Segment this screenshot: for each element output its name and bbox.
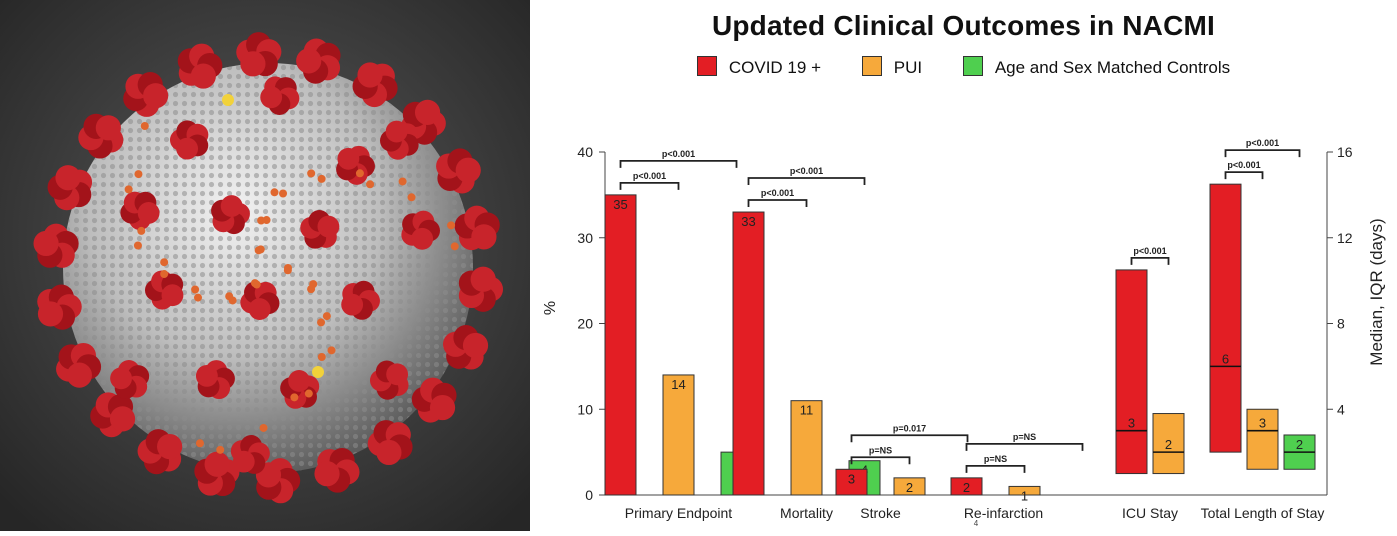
- bar-pui: [1008, 485, 1041, 496]
- significance-bracket: [1130, 257, 1170, 265]
- significance-bracket: [850, 456, 911, 465]
- significance-bracket-label: p<0.001: [633, 171, 666, 181]
- chart-title: Updated Clinical Outcomes in NACMI: [711, 10, 1216, 41]
- significance-bracket-label: p<0.001: [662, 149, 695, 159]
- significance-bracket: [1224, 171, 1264, 180]
- coronavirus-illustration: [0, 0, 530, 531]
- category-label: Total Length of Stay: [1201, 505, 1325, 521]
- legend-item-controls: Age and Sex Matched Controls: [962, 56, 1231, 78]
- median-label: 2: [1165, 437, 1172, 452]
- iqr-box-covid: [1115, 269, 1148, 475]
- significance-bracket-label: p<0.001: [790, 166, 823, 176]
- significance-bracket-label: p=NS: [984, 454, 1007, 464]
- significance-bracket-label: p<0.001: [1133, 246, 1166, 256]
- significance-bracket: [747, 177, 866, 186]
- y-tick-label-left: 10: [577, 401, 593, 417]
- bar-covid: [732, 211, 765, 496]
- significance-bracket-label: p=NS: [1013, 432, 1036, 442]
- significance-bracket-label: p<0.001: [761, 188, 794, 198]
- y-tick-label-right: 16: [1337, 144, 1353, 160]
- data-label: 1: [1021, 488, 1028, 503]
- legend-item-covid: COVID 19 +: [696, 56, 821, 78]
- y-tick-label-left: 30: [577, 230, 593, 246]
- chart-panel: Updated Clinical Outcomes in NACMI COVID…: [530, 0, 1397, 531]
- legend-item-pui: PUI: [861, 56, 923, 78]
- y-tick-label-left: 0: [585, 487, 593, 503]
- chart-legend: COVID 19 + PUI Age and Sex Matched Contr…: [530, 56, 1397, 78]
- bar-covid: [950, 477, 983, 496]
- category-label: Mortality: [780, 505, 833, 521]
- legend-swatch-covid: [696, 56, 717, 76]
- category-label: ICU Stay: [1122, 505, 1178, 521]
- bar-covid: [604, 194, 637, 496]
- iqr-box-pui: [1246, 408, 1279, 470]
- data-label: 35: [613, 197, 627, 212]
- y-axis-label-left: %: [542, 301, 559, 315]
- legend-label-pui: PUI: [893, 58, 923, 77]
- data-label: 11: [800, 403, 814, 418]
- legend-label-covid: COVID 19 +: [728, 58, 821, 77]
- y-tick-label-right: 8: [1337, 316, 1345, 332]
- significance-bracket-label: p<0.001: [1227, 160, 1260, 170]
- data-label: 3: [848, 471, 855, 486]
- data-label: 14: [671, 377, 685, 392]
- category-label: Stroke: [860, 505, 901, 521]
- category-label: Re-infarction: [964, 505, 1043, 521]
- significance-bracket: [965, 442, 1084, 451]
- significance-bracket: [965, 464, 1026, 473]
- data-label: 2: [963, 480, 970, 495]
- median-label: 6: [1222, 351, 1229, 366]
- y-tick-label-left: 20: [577, 316, 593, 332]
- legend-swatch-pui: [861, 56, 882, 76]
- bar-covid: [835, 468, 868, 496]
- significance-bracket: [747, 199, 808, 208]
- bar-pui: [662, 374, 695, 496]
- median-label: 3: [1128, 416, 1135, 431]
- iqr-box-covid: [1209, 183, 1242, 453]
- data-label: 2: [906, 480, 913, 495]
- footnote: 4: [974, 519, 979, 528]
- legend-label-controls: Age and Sex Matched Controls: [994, 58, 1231, 77]
- category-label: Primary Endpoint: [625, 505, 732, 521]
- virus-graphic: [0, 0, 530, 531]
- significance-bracket-label: p<0.001: [1246, 138, 1279, 148]
- y-axis-label-right: Median, IQR (days): [1367, 218, 1386, 365]
- significance-bracket: [619, 159, 738, 168]
- legend-swatch-controls: [962, 56, 983, 76]
- significance-bracket: [1224, 149, 1301, 158]
- y-tick-label-right: 12: [1337, 230, 1353, 246]
- data-label: 33: [741, 214, 755, 229]
- iqr-box-pui: [1152, 413, 1185, 475]
- bar-pui: [893, 477, 926, 496]
- significance-bracket-label: p=NS: [869, 445, 892, 455]
- y-tick-label-right: 4: [1337, 401, 1345, 417]
- significance-bracket-label: p=0.017: [893, 423, 926, 433]
- significance-bracket: [850, 434, 969, 443]
- median-label: 3: [1259, 416, 1266, 431]
- median-label: 2: [1296, 437, 1303, 452]
- y-tick-label-left: 40: [577, 144, 593, 160]
- significance-bracket: [619, 181, 680, 190]
- bar-pui: [790, 400, 823, 496]
